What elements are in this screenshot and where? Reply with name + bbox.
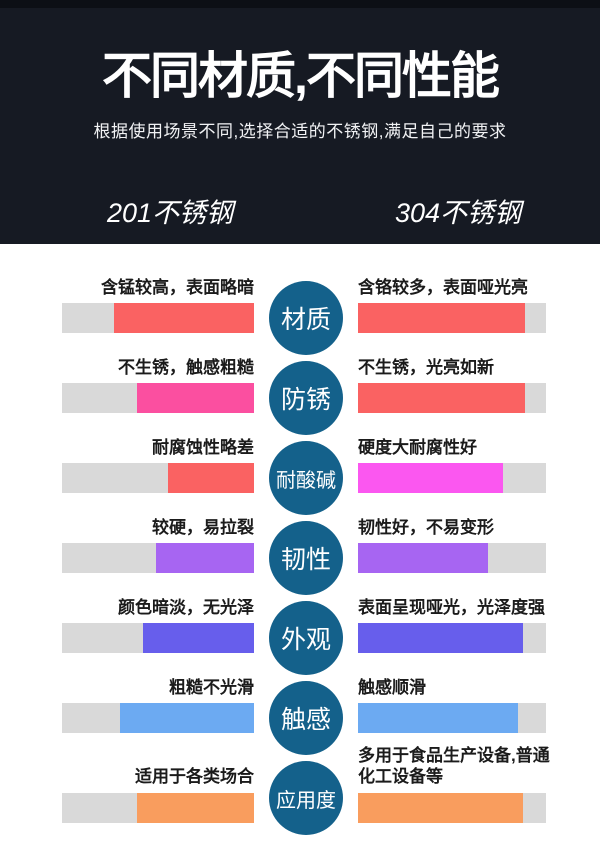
left-rating-bar [62, 703, 254, 733]
left-feature-label: 粗糙不光滑 [169, 677, 254, 697]
right-rating-fill [358, 543, 488, 573]
attribute-badge: 韧性 [269, 521, 343, 595]
right-rating-bar [358, 623, 546, 653]
right-feature-label: 不生锈，光亮如新 [358, 357, 494, 377]
attribute-badge: 外观 [269, 601, 343, 675]
left-column-cell: 颜色暗淡，无光泽 [62, 585, 254, 665]
right-feature-label: 韧性好，不易变形 [358, 517, 494, 537]
comparison-rows: 含锰较高，表面略暗 材质 含铬较多，表面哑光亮 不生锈，触感粗糙 [0, 265, 600, 835]
center-column-cell: 应用度 [254, 745, 358, 835]
center-column-cell: 材质 [254, 265, 358, 355]
right-rating-fill [358, 623, 524, 653]
right-column-cell: 不生锈，光亮如新 [358, 345, 546, 425]
left-rating-bar [62, 303, 254, 333]
left-rating-bar [62, 792, 254, 823]
left-feature-label: 耐腐蚀性略差 [152, 437, 254, 457]
left-feature-label: 颜色暗淡，无光泽 [118, 597, 254, 617]
left-column-cell: 耐腐蚀性略差 [62, 425, 254, 505]
attribute-label: 材质 [280, 306, 331, 334]
right-rating-bar [358, 703, 546, 733]
left-rating-fill [136, 792, 254, 823]
comparison-row: 较硬，易拉裂 韧性 韧性好，不易变形 [0, 505, 600, 595]
right-column-cell: 触感顺滑 [358, 665, 546, 745]
left-feature-label: 适用于各类场合 [135, 767, 254, 787]
left-column-cell: 粗糙不光滑 [62, 665, 254, 745]
right-feature-label: 多用于食品生产设备,普通 化工设备等 [358, 746, 550, 787]
comparison-row: 不生锈，触感粗糙 防锈 不生锈，光亮如新 [0, 345, 600, 435]
right-column-cell: 硬度大耐腐性好 [358, 425, 546, 505]
attribute-label: 韧性 [280, 546, 331, 574]
attribute-badge: 材质 [269, 281, 343, 355]
right-column-cell: 含铬较多，表面哑光亮 [358, 265, 546, 345]
right-column-cell: 多用于食品生产设备,普通 化工设备等 [358, 745, 550, 835]
comparison-row: 适用于各类场合 应用度 多用于食品生产设备,普通 化工设备等 [0, 745, 600, 835]
left-column-cell: 较硬，易拉裂 [62, 505, 254, 585]
center-column-cell: 韧性 [254, 505, 358, 595]
left-feature-label: 不生锈，触感粗糙 [118, 357, 254, 377]
left-rating-bar [62, 463, 254, 493]
header: 不同材质,不同性能 根据使用场景不同,选择合适的不锈钢,满足自己的要求 201不… [0, 0, 600, 244]
right-rating-bar [358, 792, 546, 823]
right-rating-fill [358, 383, 526, 413]
left-rating-bar [62, 623, 254, 653]
page-title: 不同材质,不同性能 [102, 48, 500, 104]
comparison-row: 耐腐蚀性略差 耐酸碱 硬度大耐腐性好 [0, 425, 600, 515]
right-rating-fill [358, 463, 503, 493]
right-rating-fill [358, 792, 524, 823]
right-rating-bar [358, 543, 546, 573]
header-top-strip [0, 0, 600, 8]
right-rating-fill [358, 703, 518, 733]
left-rating-bar [62, 383, 254, 413]
attribute-badge: 耐酸碱 [269, 441, 343, 515]
right-column-cell: 表面呈现哑光，光泽度强 [358, 585, 546, 665]
attribute-badge: 防锈 [269, 361, 343, 435]
attribute-badge: 触感 [269, 681, 343, 755]
right-feature-label: 触感顺滑 [358, 677, 426, 697]
right-column-cell: 韧性好，不易变形 [358, 505, 546, 585]
column-header-spacer [254, 191, 358, 230]
attribute-label: 应用度 [276, 789, 336, 812]
attribute-label: 触感 [280, 706, 331, 734]
center-column-cell: 耐酸碱 [254, 425, 358, 515]
left-column-cell: 不生锈，触感粗糙 [62, 345, 254, 425]
comparison-row: 颜色暗淡，无光泽 外观 表面呈现哑光，光泽度强 [0, 585, 600, 675]
left-feature-label: 较硬，易拉裂 [152, 517, 254, 537]
center-column-cell: 防锈 [254, 345, 358, 435]
left-rating-fill [119, 703, 254, 733]
left-feature-label: 含锰较高，表面略暗 [101, 277, 254, 297]
left-rating-bar [62, 543, 254, 573]
left-rating-fill [113, 303, 254, 333]
attribute-label: 外观 [280, 626, 331, 654]
right-rating-bar [358, 463, 546, 493]
center-column-cell: 外观 [254, 585, 358, 675]
attribute-label: 耐酸碱 [276, 469, 336, 492]
attribute-label: 防锈 [280, 386, 331, 414]
left-column-cell: 含锰较高，表面略暗 [62, 265, 254, 345]
right-rating-bar [358, 303, 546, 333]
comparison-row: 粗糙不光滑 触感 触感顺滑 [0, 665, 600, 755]
right-feature-label: 硬度大耐腐性好 [358, 437, 477, 457]
right-rating-fill [358, 303, 526, 333]
column-header-304: 304不锈钢 [394, 198, 522, 228]
column-headers: 201不锈钢 304不锈钢 [0, 191, 600, 230]
page-subtitle: 根据使用场景不同,选择合适的不锈钢,满足自己的要求 [93, 122, 507, 141]
center-column-cell: 触感 [254, 665, 358, 755]
right-rating-bar [358, 383, 546, 413]
right-feature-label: 表面呈现哑光，光泽度强 [358, 597, 545, 617]
left-rating-fill [136, 383, 254, 413]
right-feature-label: 含铬较多，表面哑光亮 [358, 277, 528, 297]
left-rating-fill [142, 623, 254, 653]
column-header-201: 201不锈钢 [106, 198, 234, 228]
attribute-badge: 应用度 [269, 761, 343, 835]
left-rating-fill [167, 463, 254, 493]
left-column-cell: 适用于各类场合 [62, 745, 254, 835]
left-rating-fill [156, 543, 254, 573]
comparison-row: 含锰较高，表面略暗 材质 含铬较多，表面哑光亮 [0, 265, 600, 355]
